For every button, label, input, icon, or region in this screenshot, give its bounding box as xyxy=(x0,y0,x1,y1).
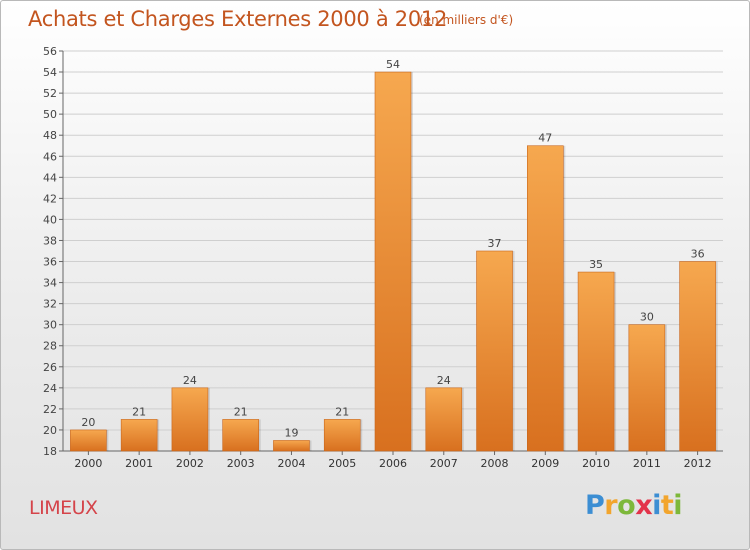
data-label: 47 xyxy=(538,132,552,145)
y-tick-label: 40 xyxy=(43,213,57,226)
data-label: 30 xyxy=(640,311,654,324)
y-tick-label: 44 xyxy=(43,171,57,184)
bar xyxy=(628,324,666,452)
data-label: 21 xyxy=(234,405,248,418)
x-tick-label: 2002 xyxy=(176,457,204,470)
y-tick-label: 34 xyxy=(43,277,57,290)
proxiti-logo[interactable]: Proxiti xyxy=(585,490,683,521)
y-tick-label: 26 xyxy=(43,361,57,374)
data-label: 20 xyxy=(81,416,95,429)
data-label: 19 xyxy=(284,426,298,439)
city-name: LIMEUX xyxy=(29,497,98,519)
bar xyxy=(577,271,615,452)
data-label: 21 xyxy=(335,405,349,418)
y-tick-label: 32 xyxy=(43,298,57,311)
data-label: 21 xyxy=(132,405,146,418)
x-tick-label: 2004 xyxy=(277,457,305,470)
x-tick-label: 2007 xyxy=(430,457,458,470)
bar xyxy=(222,419,259,452)
bar xyxy=(171,387,209,452)
logo-letter: P xyxy=(585,490,605,521)
bar xyxy=(679,261,716,452)
x-tick-label: 2009 xyxy=(531,457,559,470)
bar xyxy=(476,250,513,452)
x-tick-label: 2000 xyxy=(74,457,102,470)
bar xyxy=(527,145,564,452)
bar xyxy=(273,440,310,452)
x-tick-label: 2003 xyxy=(227,457,255,470)
y-tick-label: 50 xyxy=(43,108,57,121)
data-label: 36 xyxy=(691,248,705,261)
data-labels: 20 21 24 21 19 21 54 24 37 47 35 30 36 xyxy=(81,58,704,439)
logo-letter: t xyxy=(660,490,674,521)
y-tick-label: 54 xyxy=(43,66,57,79)
bar xyxy=(425,387,463,452)
x-tick-label: 2008 xyxy=(481,457,509,470)
y-tick-label: 20 xyxy=(43,424,57,437)
x-tick-label: 2011 xyxy=(633,457,661,470)
logo-letter: i xyxy=(673,490,683,521)
data-label: 24 xyxy=(183,374,197,387)
x-tick-label: 2006 xyxy=(379,457,407,470)
bars xyxy=(70,71,718,452)
bar xyxy=(374,71,412,452)
x-tick-label: 2005 xyxy=(328,457,356,470)
chart-title: Achats et Charges Externes 2000 à 2012 xyxy=(28,7,448,31)
bar xyxy=(323,419,361,452)
logo-letter: o xyxy=(617,490,636,521)
y-tick-label: 22 xyxy=(43,403,57,416)
bar xyxy=(120,419,158,452)
y-tick-label: 30 xyxy=(43,319,57,332)
y-tick-label: 18 xyxy=(43,445,57,458)
x-tick-label: 2010 xyxy=(582,457,610,470)
y-tick-label: 38 xyxy=(43,234,57,247)
y-tick-label: 46 xyxy=(43,150,57,163)
logo-letter: x xyxy=(635,490,653,521)
data-label: 54 xyxy=(386,58,400,71)
x-tick-label: 2012 xyxy=(684,457,712,470)
y-tick-label: 42 xyxy=(43,192,57,205)
y-tick-label: 24 xyxy=(43,382,57,395)
x-tick-label: 2001 xyxy=(125,457,153,470)
data-label: 37 xyxy=(488,237,502,250)
y-tick-label: 52 xyxy=(43,87,57,100)
axes: 18 20 22 24 26 28 30 32 34 36 38 40 42 44 46 48 50 52 54 56… xyxy=(43,45,723,470)
y-tick-label: 48 xyxy=(43,129,57,142)
y-tick-label: 36 xyxy=(43,256,57,269)
logo-letter: r xyxy=(604,490,618,521)
y-tick-label: 28 xyxy=(43,340,57,353)
data-label: 24 xyxy=(437,374,451,387)
y-tick-label: 56 xyxy=(43,45,57,58)
bar xyxy=(70,429,107,452)
chart-subtitle: (en milliers d'€) xyxy=(419,13,514,27)
logo-letter: i xyxy=(652,490,661,521)
data-label: 35 xyxy=(589,258,603,271)
